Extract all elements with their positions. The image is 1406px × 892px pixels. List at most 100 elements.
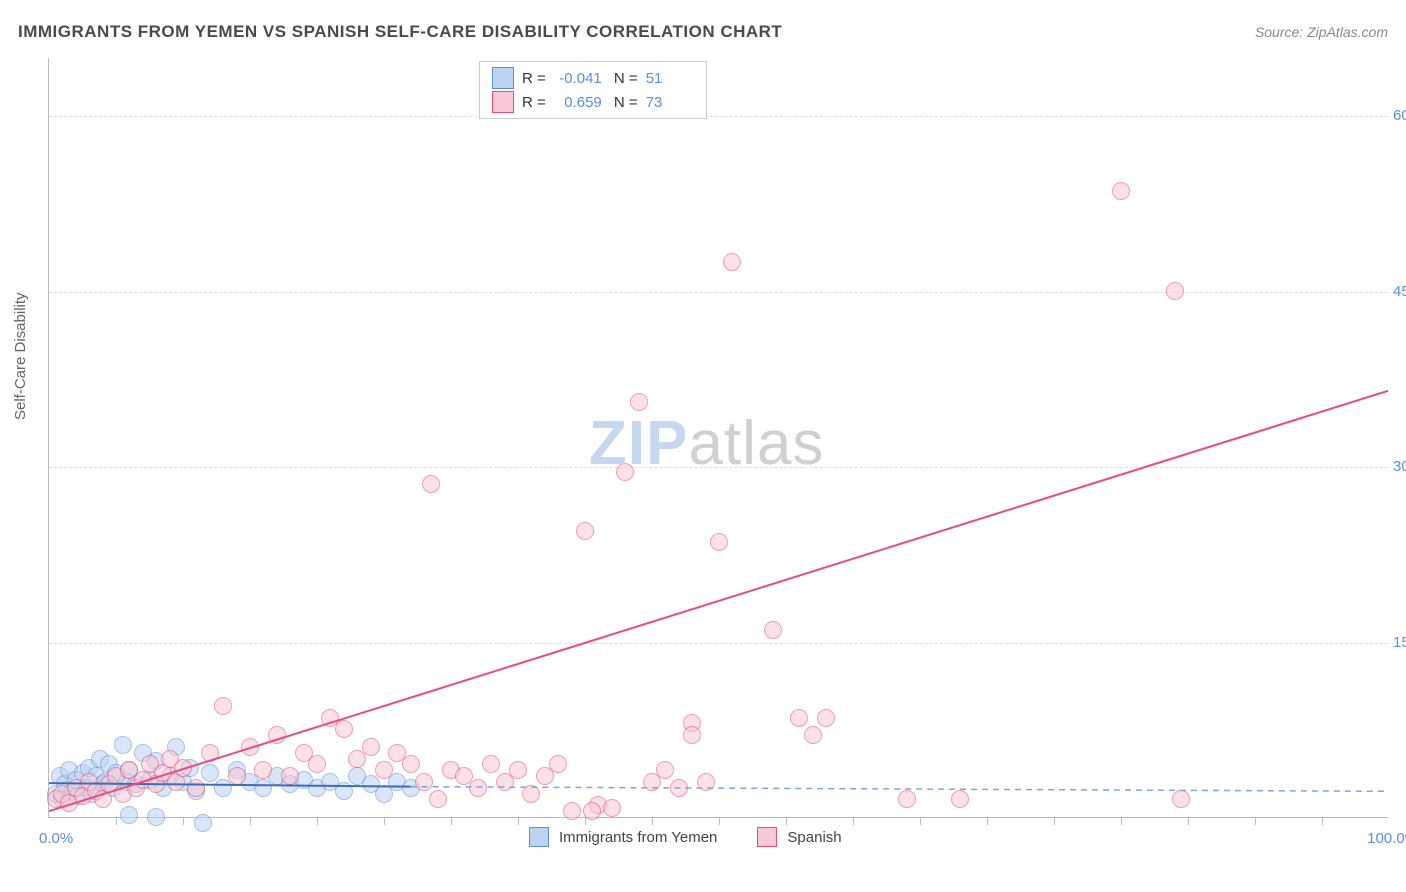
scatter-point bbox=[362, 738, 380, 756]
scatter-point bbox=[214, 697, 232, 715]
legend-n-value: 73 bbox=[646, 94, 694, 111]
scatter-point bbox=[422, 475, 440, 493]
scatter-point bbox=[764, 621, 782, 639]
scatter-point bbox=[509, 761, 527, 779]
scatter-point bbox=[697, 773, 715, 791]
x-tick-label-min: 0.0% bbox=[39, 830, 73, 847]
x-tick-mark bbox=[786, 817, 787, 825]
scatter-point bbox=[1166, 282, 1184, 300]
legend-swatch bbox=[529, 827, 549, 847]
scatter-point bbox=[174, 759, 192, 777]
scatter-point bbox=[281, 767, 299, 785]
x-tick-mark bbox=[317, 817, 318, 825]
x-tick-mark bbox=[250, 817, 251, 825]
source-label: Source: ZipAtlas.com bbox=[1255, 24, 1388, 40]
scatter-point bbox=[402, 755, 420, 773]
x-tick-mark bbox=[987, 817, 988, 825]
y-tick-label: 60.0% bbox=[1393, 107, 1406, 124]
gridline bbox=[49, 116, 1388, 117]
x-tick-mark bbox=[116, 817, 117, 825]
legend-n-label: N = bbox=[610, 94, 638, 111]
x-tick-mark bbox=[1322, 817, 1323, 825]
scatter-point bbox=[335, 720, 353, 738]
scatter-point bbox=[790, 709, 808, 727]
scatter-point bbox=[1112, 182, 1130, 200]
gridline bbox=[49, 292, 1388, 293]
chart-title: IMMIGRANTS FROM YEMEN VS SPANISH SELF-CA… bbox=[18, 22, 782, 42]
scatter-point bbox=[898, 790, 916, 808]
scatter-point bbox=[603, 799, 621, 817]
legend-row: R = 0.659 N = 73 bbox=[492, 90, 694, 114]
scatter-point bbox=[616, 463, 634, 481]
legend-n-value: 51 bbox=[646, 70, 694, 87]
scatter-point bbox=[670, 779, 688, 797]
scatter-point bbox=[469, 779, 487, 797]
legend-row: R = -0.041 N = 51 bbox=[492, 66, 694, 90]
scatter-point bbox=[576, 522, 594, 540]
x-tick-mark bbox=[719, 817, 720, 825]
x-tick-mark bbox=[1054, 817, 1055, 825]
scatter-point bbox=[683, 726, 701, 744]
scatter-point bbox=[710, 533, 728, 551]
legend-r-label: R = bbox=[522, 94, 546, 111]
legend-swatch bbox=[492, 67, 514, 89]
y-tick-label: 30.0% bbox=[1393, 458, 1406, 475]
scatter-point bbox=[563, 802, 581, 820]
legend-series: Immigrants from Yemen Spanish bbox=[529, 827, 872, 847]
gridline bbox=[49, 643, 1388, 644]
legend-r-value: 0.659 bbox=[554, 94, 602, 111]
scatter-point bbox=[228, 767, 246, 785]
legend-n-label: N = bbox=[610, 70, 638, 87]
scatter-point bbox=[415, 773, 433, 791]
legend-series-label: Immigrants from Yemen bbox=[559, 829, 717, 846]
scatter-point bbox=[549, 755, 567, 773]
scatter-point bbox=[1172, 790, 1190, 808]
scatter-point bbox=[201, 764, 219, 782]
scatter-point bbox=[147, 808, 165, 826]
scatter-point bbox=[241, 738, 259, 756]
scatter-point bbox=[194, 814, 212, 832]
scatter-point bbox=[201, 744, 219, 762]
x-tick-label-max: 100.0% bbox=[1367, 830, 1406, 847]
scatter-point bbox=[120, 806, 138, 824]
legend-series-label: Spanish bbox=[787, 829, 841, 846]
x-tick-mark bbox=[183, 817, 184, 825]
y-axis-label: Self-Care Disability bbox=[12, 292, 29, 420]
x-tick-mark bbox=[1188, 817, 1189, 825]
scatter-point bbox=[951, 790, 969, 808]
y-tick-label: 45.0% bbox=[1393, 283, 1406, 300]
header: IMMIGRANTS FROM YEMEN VS SPANISH SELF-CA… bbox=[18, 22, 1388, 42]
scatter-point bbox=[308, 755, 326, 773]
scatter-point bbox=[630, 393, 648, 411]
legend-swatch bbox=[492, 91, 514, 113]
x-tick-mark bbox=[920, 817, 921, 825]
x-tick-mark bbox=[652, 817, 653, 825]
x-tick-mark bbox=[451, 817, 452, 825]
x-tick-mark bbox=[518, 817, 519, 825]
gridline bbox=[49, 467, 1388, 468]
x-tick-mark bbox=[1255, 817, 1256, 825]
scatter-point bbox=[723, 253, 741, 271]
scatter-point bbox=[187, 779, 205, 797]
scatter-point bbox=[583, 802, 601, 820]
legend-r-value: -0.041 bbox=[554, 70, 602, 87]
x-tick-mark bbox=[853, 817, 854, 825]
legend-swatch bbox=[757, 827, 777, 847]
scatter-point bbox=[482, 755, 500, 773]
legend-correlation-box: R = -0.041 N = 51 R = 0.659 N = 73 bbox=[479, 61, 707, 119]
legend-r-label: R = bbox=[522, 70, 546, 87]
scatter-point bbox=[375, 761, 393, 779]
chart-area: ZIPatlas 15.0%30.0%45.0%60.0%0.0%100.0%R… bbox=[48, 58, 1388, 818]
scatter-point bbox=[254, 761, 272, 779]
scatter-point bbox=[522, 785, 540, 803]
scatter-point bbox=[268, 726, 286, 744]
scatter-point bbox=[804, 726, 822, 744]
scatter-point bbox=[656, 761, 674, 779]
x-tick-mark bbox=[384, 817, 385, 825]
scatter-point bbox=[817, 709, 835, 727]
scatter-point bbox=[429, 790, 447, 808]
scatter-point bbox=[114, 736, 132, 754]
x-tick-mark bbox=[1121, 817, 1122, 825]
y-tick-label: 15.0% bbox=[1393, 634, 1406, 651]
scatter-point bbox=[335, 782, 353, 800]
